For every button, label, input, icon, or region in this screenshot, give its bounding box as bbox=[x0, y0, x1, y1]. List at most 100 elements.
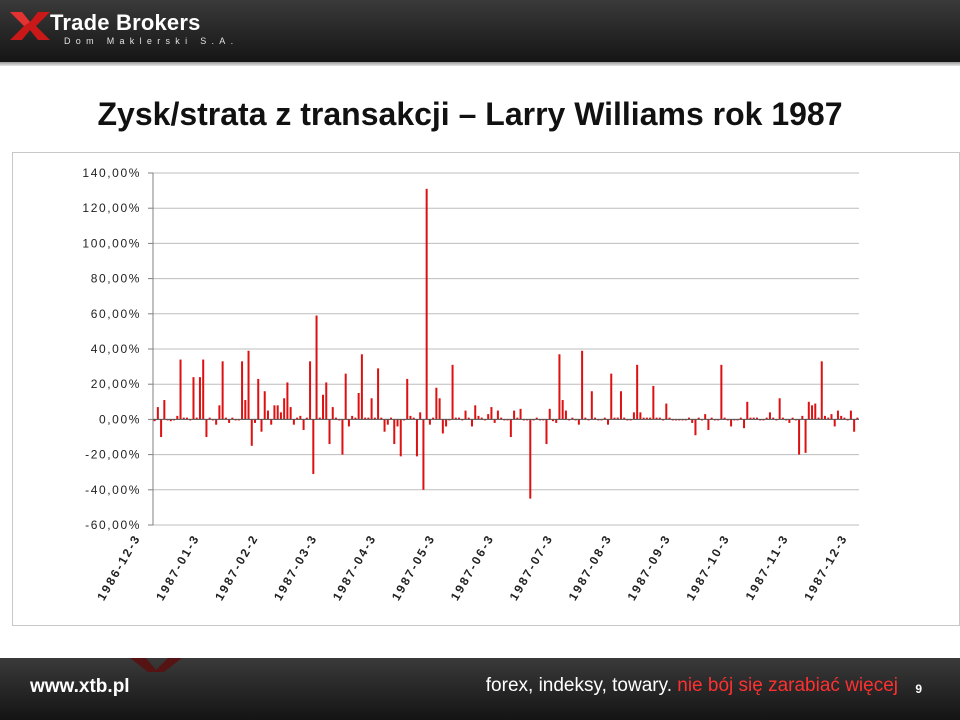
pnl-bar-chart: 140,00% 120,00% 100,00% 80,00% 60,00% 40,00% 2… bbox=[82, 166, 859, 604]
bar bbox=[179, 359, 182, 420]
x-tick-label: 1987-05-3 bbox=[389, 532, 438, 604]
bar bbox=[396, 419, 399, 427]
bar bbox=[833, 419, 836, 427]
bar bbox=[432, 417, 435, 420]
bar bbox=[260, 419, 263, 432]
bar bbox=[192, 377, 195, 420]
bar bbox=[231, 417, 234, 420]
bar bbox=[283, 398, 286, 420]
bar bbox=[619, 391, 622, 420]
bar bbox=[153, 419, 156, 422]
y-tick-label: 0,00% bbox=[99, 412, 141, 426]
bar bbox=[607, 419, 610, 425]
bar bbox=[752, 417, 755, 420]
bar bbox=[299, 415, 302, 420]
bar bbox=[406, 378, 409, 420]
bar bbox=[584, 417, 587, 420]
footer-url-link[interactable]: www.xtb.pl bbox=[30, 676, 130, 697]
x-tick-label: 1987-06-3 bbox=[448, 532, 497, 604]
bar bbox=[743, 419, 746, 429]
bar bbox=[519, 408, 522, 420]
bar bbox=[257, 378, 260, 420]
bar bbox=[318, 417, 321, 420]
bar bbox=[470, 419, 473, 427]
bar bbox=[266, 410, 269, 420]
bar bbox=[273, 405, 276, 420]
bar bbox=[458, 417, 461, 420]
footer-logo-mark-icon bbox=[130, 658, 182, 672]
bar bbox=[244, 400, 247, 420]
bar bbox=[548, 408, 551, 420]
bar bbox=[373, 417, 376, 420]
y-tick-label: 100,00% bbox=[82, 236, 141, 250]
bar bbox=[616, 417, 619, 420]
footer-band: www.xtb.pl forex, indeksy, towary. nie b… bbox=[0, 658, 960, 720]
bar bbox=[367, 417, 370, 420]
bar bbox=[364, 417, 367, 420]
footer-slogan-main: forex, indeksy, towary. bbox=[485, 675, 672, 696]
bar bbox=[551, 419, 554, 422]
bar bbox=[435, 387, 438, 420]
bar bbox=[224, 417, 227, 420]
bar bbox=[289, 407, 292, 420]
bar bbox=[428, 419, 431, 425]
bar bbox=[545, 419, 548, 445]
bar bbox=[198, 377, 201, 420]
bar bbox=[156, 407, 159, 420]
bar bbox=[412, 417, 415, 420]
bar bbox=[765, 417, 768, 420]
bar bbox=[347, 419, 350, 427]
bar bbox=[354, 417, 357, 420]
x-tick-label: 1987-08-3 bbox=[566, 532, 615, 604]
bar bbox=[496, 410, 499, 420]
bar bbox=[325, 382, 328, 420]
bar bbox=[811, 405, 814, 420]
bar bbox=[820, 361, 823, 420]
bar bbox=[632, 412, 635, 420]
x-tick-label: 1987-03-3 bbox=[271, 532, 320, 604]
bar bbox=[487, 414, 490, 420]
bar bbox=[594, 417, 597, 420]
bar bbox=[801, 415, 804, 420]
bar bbox=[603, 417, 606, 420]
bar bbox=[208, 417, 211, 420]
bar bbox=[564, 410, 567, 420]
bar bbox=[590, 391, 593, 420]
bar bbox=[804, 419, 807, 453]
bar bbox=[309, 361, 312, 420]
y-tick-label: 80,00% bbox=[91, 272, 141, 286]
bar bbox=[856, 417, 859, 420]
y-tick-label: 20,00% bbox=[91, 377, 141, 391]
bar bbox=[186, 417, 189, 420]
bar bbox=[331, 407, 334, 420]
bar bbox=[749, 417, 752, 420]
x-tick-label: 1987-10-3 bbox=[683, 532, 732, 604]
footer-slogan: forex, indeksy, towary. nie bój się zara… bbox=[486, 675, 898, 697]
bar bbox=[691, 419, 694, 423]
brand-subtitle: Dom Maklerski S.A. bbox=[64, 36, 239, 46]
bar bbox=[558, 354, 561, 420]
bar bbox=[169, 419, 172, 422]
bar bbox=[286, 382, 289, 420]
x-tick-label: 1987-01-3 bbox=[153, 532, 202, 604]
bar bbox=[296, 417, 299, 420]
bar bbox=[445, 419, 448, 427]
bar bbox=[823, 415, 826, 420]
bar bbox=[652, 385, 655, 420]
bar bbox=[778, 398, 781, 420]
bar bbox=[425, 188, 428, 420]
bar bbox=[781, 417, 784, 420]
bar bbox=[215, 419, 218, 425]
bar bbox=[399, 419, 402, 457]
bar bbox=[707, 419, 710, 430]
bar bbox=[535, 417, 538, 420]
bar bbox=[577, 419, 580, 425]
y-tick-label: 60,00% bbox=[91, 307, 141, 321]
bar bbox=[254, 419, 257, 423]
bar bbox=[642, 417, 645, 420]
bar bbox=[788, 419, 791, 423]
bar bbox=[250, 419, 253, 446]
y-tick-label: -60,00% bbox=[85, 518, 141, 532]
x-tick-label: 1987-09-3 bbox=[624, 532, 673, 604]
bar bbox=[836, 410, 839, 420]
